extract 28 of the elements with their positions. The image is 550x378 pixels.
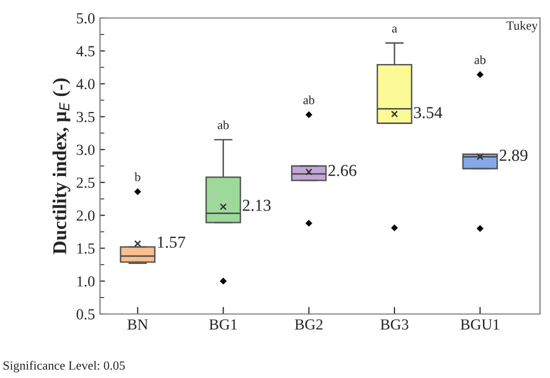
y-tick-label: 5.0 — [76, 13, 95, 24]
annotation: 2.89 — [500, 150, 528, 162]
x-tick-label: BG2 — [294, 319, 322, 330]
y-axis-title: Ductility index, μ$_{E}$ (-) — [52, 78, 70, 254]
annotation: b — [134, 172, 140, 182]
x-tick-label: BG3 — [380, 319, 408, 330]
annotation: Tukey — [506, 20, 538, 32]
y-tick-label: 3.0 — [76, 144, 95, 156]
annotation: 1.57 — [158, 236, 186, 248]
annotation: ab — [303, 95, 314, 104]
y-tick-label: 2.0 — [76, 210, 95, 221]
annotation: ab — [218, 120, 229, 130]
annotation: ab — [474, 55, 486, 64]
y-tick-label: 2.5 — [76, 178, 95, 188]
x-tick-label: BN — [127, 319, 148, 330]
y-tick-label: 4.0 — [76, 78, 95, 90]
y-tick-label: 0.5 — [76, 309, 95, 320]
x-tick-label: BGU1 — [460, 319, 500, 330]
y-tick-label: 3.5 — [76, 112, 95, 122]
y-tick-label: 1.0 — [77, 276, 95, 287]
y-tick-label: 1.5 — [77, 243, 95, 254]
annotation: 2.66 — [328, 164, 356, 176]
annotation: 2.13 — [242, 200, 271, 212]
text: Significance Level: 0.05 — [4, 360, 125, 372]
y-tick-label: 4.5 — [76, 46, 95, 56]
annotation: a — [392, 26, 398, 33]
annotation: 3.54 — [414, 107, 442, 118]
x-tick-label: BG1 — [209, 319, 237, 330]
